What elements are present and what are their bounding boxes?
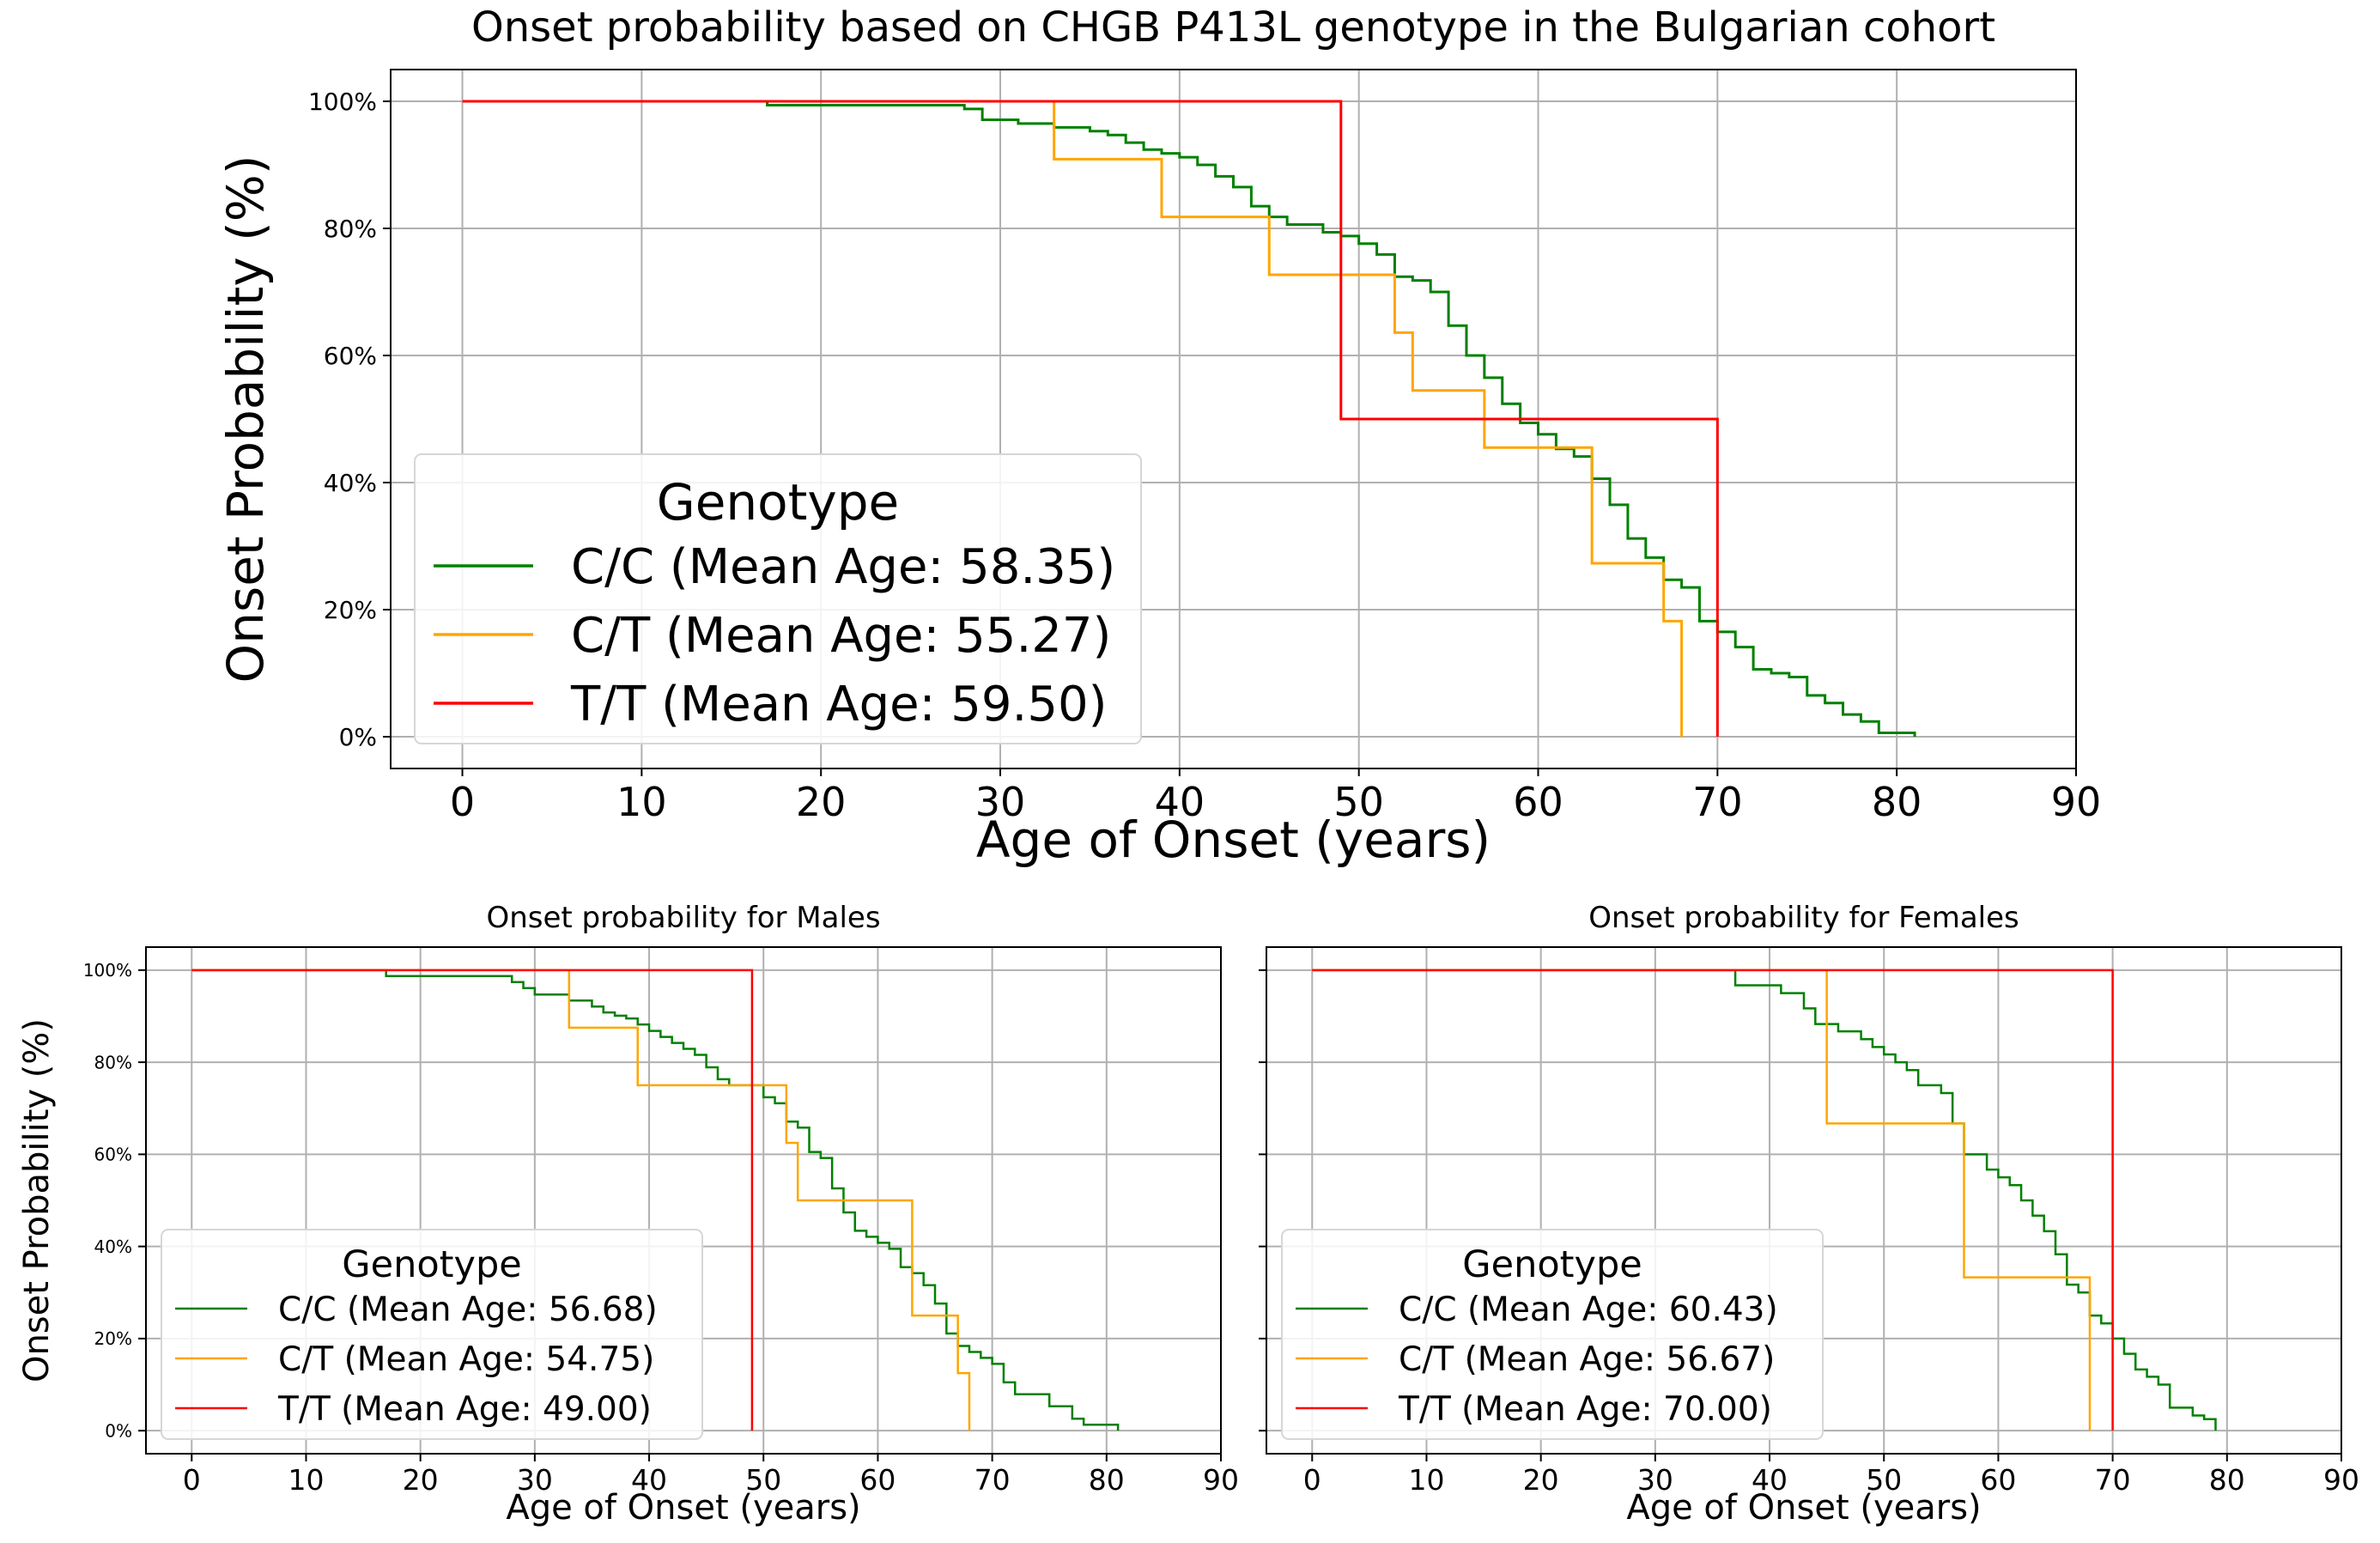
y-tick-label: 40%	[324, 469, 377, 497]
x-tick-label: 40	[1155, 779, 1205, 825]
y-tick-label: 20%	[324, 596, 377, 624]
chart-females: 0 10 20 30 40 50 60 70 80 90 Onset probability for…	[1259, 901, 2359, 1528]
x-tick-label: 90	[1203, 1463, 1239, 1497]
legend-box	[1281, 1229, 1824, 1440]
x-tick-label: 70	[974, 1463, 1011, 1497]
legend-title: Genotype	[657, 473, 899, 532]
legend-item-label: T/T (Mean Age: 49.00)	[277, 1390, 652, 1429]
y-tick-label: 100%	[308, 88, 377, 116]
x-tick-label: 80	[1089, 1463, 1125, 1497]
legend-item-label: T/T (Mean Age: 70.00)	[1398, 1390, 1772, 1429]
x-tick-label: 30	[975, 779, 1026, 825]
chart-title: Onset probability based on CHGB P413L ge…	[471, 3, 1995, 52]
x-tick-label: 60	[1513, 779, 1563, 825]
y-tick-label: 60%	[324, 342, 377, 370]
x-axis-label: Age of Onset (years)	[1626, 1488, 1981, 1528]
y-tick-label: 20%	[94, 1328, 132, 1349]
chart-males: 0 10 20 30 40 50 60 70 80 90 0% 20% 40% 60% 80% 100% Ons…	[17, 901, 1239, 1528]
x-tick-label: 70	[1692, 779, 1743, 825]
x-tick-label: 10	[616, 779, 667, 825]
y-tick-label: 100%	[83, 960, 132, 981]
y-axis-label: Onset Probability (%)	[17, 1018, 57, 1382]
chart-title: Onset probability for Males	[486, 901, 880, 935]
x-tick-label: 10	[288, 1463, 324, 1497]
axes-frame	[145, 946, 1222, 1455]
x-tick-label: 90	[2323, 1463, 2359, 1497]
y-axis-label: Onset Probability (%)	[216, 155, 275, 683]
x-tick-label: 60	[859, 1463, 896, 1497]
x-tick-label: 20	[1523, 1463, 1559, 1497]
x-tick-label: 60	[1980, 1463, 2016, 1497]
x-tick-label: 50	[1333, 779, 1384, 825]
legend-title: Genotype	[342, 1243, 521, 1286]
y-tick-label: 80%	[324, 215, 377, 243]
series-line	[462, 100, 1916, 737]
legend-item-label: C/T (Mean Age: 56.67)	[1399, 1340, 1775, 1379]
x-tick-label: 90	[2051, 779, 2102, 825]
chart-title: Onset probability for Females	[1588, 901, 2019, 935]
legend: Genotype C/C (Mean Age: 58.35) C/T (Mean A…	[414, 453, 1142, 744]
x-tick-label: 80	[2209, 1463, 2245, 1497]
legend: Genotype C/C (Mean Age: 56.68) C/T (Mean A…	[161, 1229, 703, 1440]
legend-item-label: C/T (Mean Age: 54.75)	[278, 1340, 654, 1379]
x-tick-label: 0	[450, 779, 475, 825]
y-tick-label: 0%	[105, 1420, 132, 1441]
series-line	[191, 969, 971, 1431]
x-tick-label: 50	[1866, 1463, 1902, 1497]
axes-frame	[390, 69, 2077, 769]
legend: Genotype C/C (Mean Age: 60.43) C/T (Mean A…	[1281, 1229, 1824, 1440]
x-tick-label: 30	[1637, 1463, 1673, 1497]
chart-overall: 0 10 20 30 40 50 60 70 80 90 0% 20% 40% 60% 80% 100% Ons…	[216, 3, 2101, 869]
x-tick-label: 70	[2095, 1463, 2131, 1497]
y-tick-label: 80%	[94, 1052, 132, 1072]
x-axis-label: Age of Onset (years)	[506, 1488, 860, 1528]
axes-frame	[1266, 946, 2342, 1455]
legend-item-label: T/T (Mean Age: 59.50)	[570, 677, 1107, 732]
y-tick-label: 40%	[94, 1236, 132, 1257]
x-tick-label: 10	[1408, 1463, 1444, 1497]
x-tick-label: 20	[403, 1463, 439, 1497]
legend-item-label: C/C (Mean Age: 56.68)	[278, 1291, 658, 1329]
series-line	[1312, 969, 2217, 1431]
legend-title: Genotype	[1462, 1243, 1642, 1286]
legend-box	[161, 1229, 703, 1440]
legend-item-label: C/T (Mean Age: 55.27)	[571, 608, 1111, 664]
legend-item-label: C/C (Mean Age: 58.35)	[571, 539, 1115, 595]
x-tick-label: 80	[1872, 779, 1922, 825]
series-line	[462, 100, 1719, 737]
series-line	[462, 100, 1684, 737]
y-tick-label: 0%	[339, 723, 377, 751]
x-tick-label: 0	[183, 1463, 201, 1497]
series-line	[191, 969, 754, 1431]
x-tick-label: 20	[796, 779, 847, 825]
x-tick-label: 50	[745, 1463, 781, 1497]
x-axis-label: Age of Onset (years)	[976, 811, 1491, 869]
y-tick-label: 60%	[94, 1145, 132, 1165]
series-line	[191, 969, 1120, 1431]
x-tick-label: 0	[1303, 1463, 1321, 1497]
legend-item-label: C/C (Mean Age: 60.43)	[1399, 1291, 1778, 1329]
series-line	[1312, 969, 2114, 1431]
x-tick-label: 30	[517, 1463, 553, 1497]
x-tick-label: 40	[631, 1463, 667, 1497]
legend-box	[414, 453, 1142, 744]
x-tick-label: 40	[1752, 1463, 1788, 1497]
